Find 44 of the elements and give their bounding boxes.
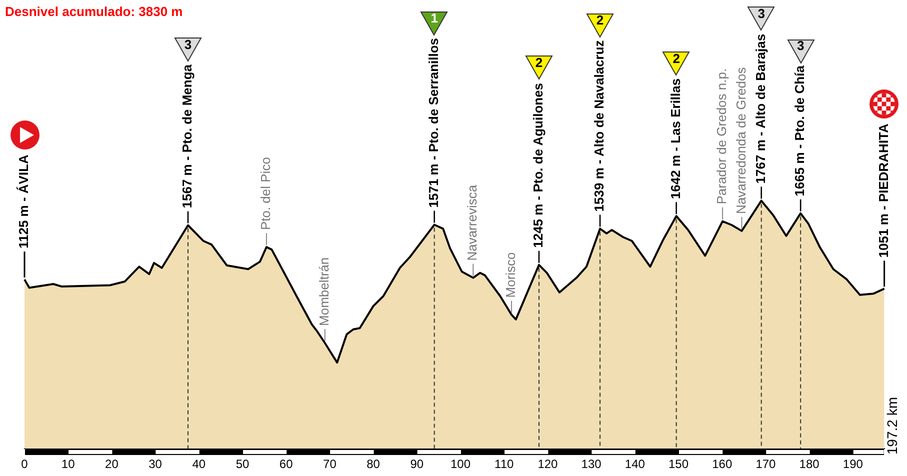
annotation: Morisco xyxy=(503,252,518,298)
x-tick-label: 150 xyxy=(668,457,689,472)
annotation: 197.2 km xyxy=(884,397,900,455)
x-tick-label: 180 xyxy=(799,457,820,472)
ref-line-label: 1665 m - Pto. de Chía xyxy=(792,64,808,196)
annotation: Pto. del Pico xyxy=(258,157,274,230)
annotation: Parador de Gredos n.p. xyxy=(714,68,730,204)
ref-line-label: 1571 m - Pto. de Serranillos xyxy=(426,38,441,208)
text: 3 xyxy=(184,37,192,52)
text: 3 xyxy=(758,6,765,21)
text: 1 xyxy=(430,10,438,26)
x-tick-label: 170 xyxy=(756,457,776,472)
x-tick-label: 40 xyxy=(192,457,206,472)
chart-title: Desnivel acumulado: 3830 m xyxy=(5,4,183,20)
text: 2 xyxy=(596,12,604,28)
x-tick-label: 50 xyxy=(236,457,250,472)
annotation: 1125 m - ÁVILA xyxy=(16,154,32,249)
ref-line-label: 1567 m - Pto. de Menga xyxy=(180,64,195,208)
annotation: Navarrevisca xyxy=(464,184,480,261)
ref-line-label: 1642 m - Las Erillas xyxy=(668,78,683,200)
x-tick-label: 160 xyxy=(712,457,732,472)
text: 2 xyxy=(672,50,680,66)
text: 3 xyxy=(796,38,804,54)
x-tick-label: 70 xyxy=(323,457,337,472)
text: 2 xyxy=(535,55,543,70)
ref-line-label: 1245 m - Pto. de Aguilones xyxy=(530,82,546,248)
x-tick-label: 140 xyxy=(624,457,646,472)
x-tick-label: 100 xyxy=(450,457,471,472)
x-tick-label: 0 xyxy=(21,457,28,472)
ref-line-label: 1539 m - Alto de Navalacruz xyxy=(592,40,607,212)
x-tick-label: 10 xyxy=(61,457,76,472)
x-tick-label: 20 xyxy=(105,457,119,472)
annotation: Navarredonda de Gredos xyxy=(733,66,748,214)
x-tick-label: 130 xyxy=(581,457,602,472)
x-tick-label: 190 xyxy=(842,457,864,472)
x-tick-label: 30 xyxy=(148,457,162,472)
annotation: Mombeltrán xyxy=(316,257,332,326)
x-tick-label: 120 xyxy=(538,457,558,472)
x-tick-label: 110 xyxy=(494,457,514,472)
x-tick-label: 90 xyxy=(410,457,424,472)
x-tick-label: 60 xyxy=(279,457,294,472)
annotation: 1051 m - PIEDRAHITA xyxy=(876,122,891,258)
ref-line-label: 1767 m - Alto de Barajas xyxy=(752,34,768,184)
x-tick-label: 80 xyxy=(366,457,380,472)
